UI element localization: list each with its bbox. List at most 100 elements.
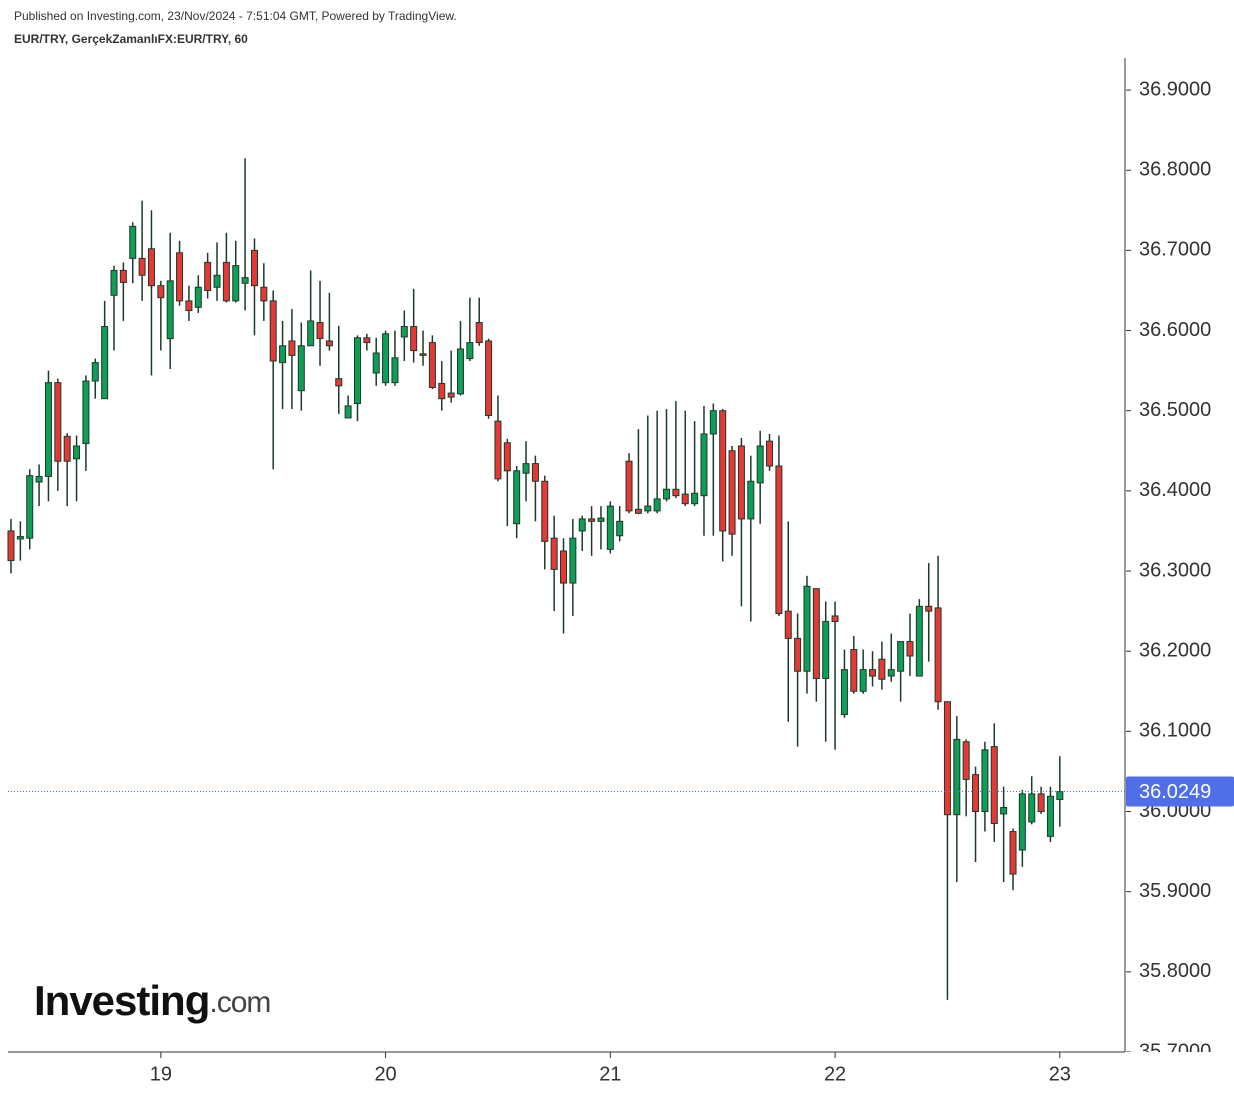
candle-body [353,337,361,404]
candle-body [681,493,689,505]
candle-body [391,357,399,384]
candle-body [981,749,989,813]
y-tick-label: 36.1000 [1139,720,1211,742]
candle-body [250,249,258,287]
candle-body [82,380,90,445]
candle-body [485,340,493,417]
candle-body [335,378,343,387]
y-tick-label: 35.9000 [1139,880,1211,902]
y-tick-label: 36.7000 [1139,239,1211,261]
candle-body [363,337,371,344]
candle-body [325,340,333,347]
candle-body [709,410,717,435]
last-price-label: 36.0249 [1139,781,1211,803]
last-price-box [1126,776,1234,807]
y-tick-label: 36.3000 [1139,559,1211,581]
candle-body [288,340,296,356]
candle-body [915,605,923,677]
candle-body [990,746,998,825]
candle-body [316,322,324,340]
candle-body [616,520,624,537]
candle-body [1046,795,1054,837]
candle-body [475,322,483,344]
candle-body [35,475,43,483]
candle-body [569,537,577,584]
candle-body [822,621,830,679]
candle-body [925,605,933,612]
candle-body [63,435,71,462]
candle-body [1037,793,1045,813]
candle-body [494,420,502,480]
candle-body [906,641,914,657]
candle-body [634,508,642,514]
watermark-main: Investing [34,977,209,1024]
candle-body [279,345,287,364]
candle-body [54,382,62,462]
candle-body [176,252,184,302]
candle-body [803,585,811,672]
candle-body [606,505,614,550]
candle-body [91,362,99,382]
y-tick-label: 36.9000 [1139,78,1211,100]
candle-body [878,658,886,680]
watermark: Investing.com [34,977,270,1024]
candle-body [157,285,165,299]
candle-body [784,610,792,639]
candle-body [747,480,755,520]
candle-body [700,433,708,497]
candle-body [962,741,970,780]
y-ticks: 35.700035.800035.900036.000036.100036.20… [1126,78,1211,1052]
candle-body [503,442,511,472]
watermark-suffix: .com [209,986,270,1019]
candle-body [840,669,848,716]
candle-body [775,465,783,615]
candle-body [887,669,895,677]
candle-body [138,257,146,276]
candle-body [588,518,596,522]
candle-body [728,450,736,535]
candle-body [812,588,820,679]
candle-body [419,353,427,356]
candle-body [307,320,315,347]
candle-body [1000,807,1008,815]
candle-body [531,463,539,482]
y-tick-label: 36.5000 [1139,399,1211,421]
y-tick-label: 36.8000 [1139,159,1211,181]
candle-body [16,536,24,540]
x-tick-label: 20 [374,1063,396,1085]
candle-body [550,537,558,570]
candle-body [7,530,15,562]
candle-body [672,488,680,497]
candle-body [400,326,408,338]
candle-body [663,488,671,500]
candle-body [953,738,961,816]
candle-body [794,637,802,672]
candle-body [129,225,137,259]
candle-body [541,480,549,542]
candle-body [766,440,774,467]
candle-body [166,280,174,340]
candle-body [372,352,380,374]
chart-title: EUR/TRY, GerçekZamanlıFX:EUR/TRY, 60 [14,32,248,46]
candle-body [597,517,605,522]
candle-body [644,505,652,512]
candle-body [560,550,568,584]
candle-body [1009,831,1017,875]
candle-body [297,345,305,392]
candle-body [382,333,390,384]
source: Published on Investing.com, 23/Nov/2024 … [14,9,457,23]
candle-body [185,300,193,312]
candle-body [101,326,109,400]
candle-body [147,248,155,287]
candle-body [456,348,464,395]
candles [7,158,1064,1000]
candle-body [213,274,221,288]
candle-body [897,641,905,672]
candle-body [756,445,764,484]
candle-body [438,382,446,400]
candle-body [691,492,699,505]
candle-body [269,300,277,362]
candle-body [222,261,230,302]
candle-body [466,342,474,360]
candle-body [204,261,212,291]
